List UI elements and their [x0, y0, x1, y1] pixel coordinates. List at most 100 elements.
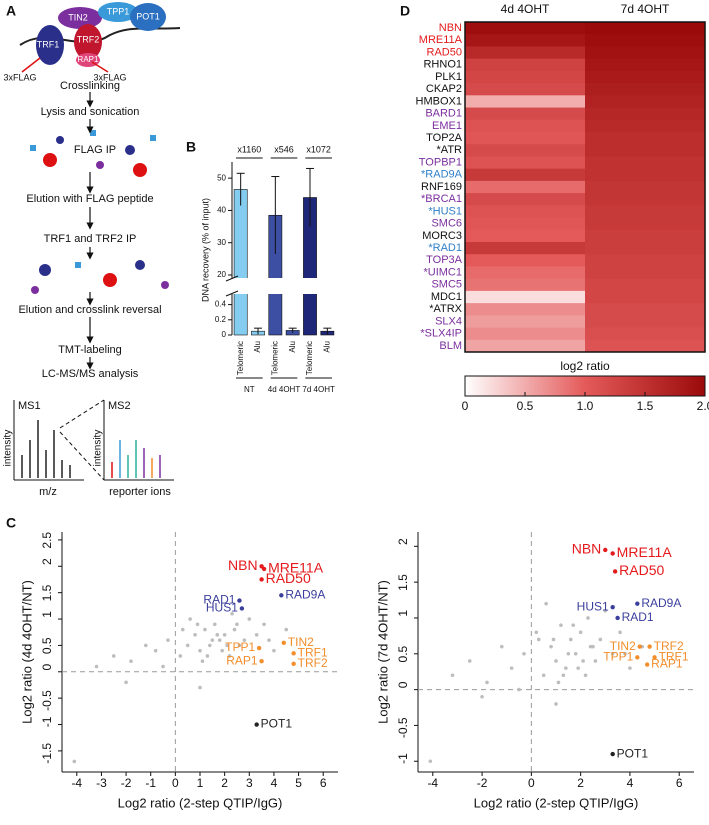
heatmap-cell	[585, 156, 706, 170]
point	[610, 651, 615, 656]
heatmap-cell	[585, 339, 706, 353]
point	[227, 654, 232, 658]
point	[220, 648, 224, 653]
point	[551, 637, 556, 642]
spectrum-label: MS2	[108, 400, 131, 412]
annotation: x546	[274, 144, 294, 154]
point	[610, 605, 615, 610]
row-label: CKAP2	[426, 83, 462, 95]
axis-label: intensity	[3, 430, 14, 467]
point	[635, 601, 640, 606]
y-tick-label: 20	[217, 270, 226, 279]
point	[232, 627, 237, 632]
point-label: RAP1	[226, 653, 258, 667]
point	[208, 643, 212, 648]
point	[111, 654, 116, 658]
heatmap-cell	[465, 205, 586, 219]
axis-label: intensity	[93, 430, 104, 467]
point-label: HUS1	[206, 601, 238, 615]
heatmap-cell	[465, 46, 586, 60]
y-tick-label: -1	[396, 753, 410, 764]
heatmap-cell	[585, 315, 706, 329]
colorbar-tick-label: 1.0	[577, 399, 594, 413]
point	[556, 680, 561, 685]
step: TMT-labeling	[58, 344, 122, 356]
row-label: *UIMC1	[423, 266, 462, 278]
point	[559, 623, 563, 627]
point	[522, 651, 526, 656]
point	[583, 673, 588, 678]
point	[254, 722, 259, 727]
point	[544, 601, 548, 606]
y-tick-label: -0.5	[40, 690, 54, 711]
step: LC-MS/MS analysis	[42, 368, 139, 380]
point	[628, 666, 632, 670]
row-label: MRE11A	[419, 34, 463, 46]
point	[541, 673, 546, 678]
protein-label: TPP1	[107, 6, 130, 16]
heatmap-cell	[465, 217, 586, 231]
heatmap-cell	[465, 95, 586, 109]
point-label: TRF1	[659, 650, 689, 664]
heatmap-cell	[585, 290, 706, 304]
y-tick-label: 30	[217, 238, 226, 247]
row-label: HMBOX1	[416, 95, 462, 107]
row-label: EME1	[432, 120, 462, 132]
row-label: RHNO1	[423, 59, 462, 71]
point	[239, 606, 245, 611]
point	[256, 645, 262, 651]
row-label: TOP2A	[426, 132, 463, 144]
point	[203, 627, 207, 632]
point-label: HUS1	[577, 599, 609, 613]
panel-label: B	[186, 139, 196, 155]
point-label: RAD1	[622, 610, 654, 624]
x-tick-label: Alu	[253, 341, 262, 353]
row-label: BLM	[439, 340, 462, 352]
point	[635, 655, 640, 660]
panel-label: A	[6, 3, 16, 19]
point	[588, 644, 593, 649]
x-tick-label: -2	[121, 776, 132, 790]
heatmap-cell	[585, 180, 706, 194]
point	[279, 593, 284, 598]
x-tick-label: Telomeric	[270, 341, 279, 375]
tag-label: 3xFLAG	[3, 72, 36, 82]
point	[237, 598, 242, 603]
point	[534, 630, 539, 635]
heatmap-cell	[465, 119, 586, 133]
annotation: x1160	[237, 144, 261, 154]
heatmap-border	[464, 21, 706, 353]
y-tick-label: -0.5	[396, 717, 410, 738]
point	[230, 611, 234, 616]
y-tick-label: 50	[217, 173, 226, 182]
axis-break	[225, 290, 239, 297]
point-label: TRF2	[298, 656, 328, 670]
point	[180, 627, 185, 632]
point	[576, 666, 580, 670]
group-label: 4d 4OHT	[268, 385, 301, 394]
point	[291, 651, 296, 656]
heatmap-cell	[465, 70, 586, 84]
point	[509, 666, 514, 670]
axis-break	[225, 275, 239, 282]
point	[247, 617, 252, 621]
protein-label: TRF1	[37, 39, 60, 49]
point	[212, 622, 217, 627]
x-tick-label: 5	[295, 776, 302, 790]
panel-label: D	[400, 3, 410, 19]
point-label: TPP1	[603, 650, 633, 664]
y-tick-label: 0.5	[396, 645, 410, 662]
heatmap-cell	[465, 229, 586, 243]
point	[188, 617, 192, 621]
heatmap-cell	[585, 168, 706, 182]
row-label: *HUS1	[428, 205, 462, 217]
point	[281, 640, 286, 645]
point	[261, 566, 267, 572]
point	[161, 664, 165, 669]
point	[235, 622, 239, 627]
point	[242, 638, 247, 642]
point	[610, 551, 615, 556]
axis-label: m/z	[39, 486, 57, 498]
heatmap-cell	[465, 315, 586, 329]
point	[222, 633, 227, 637]
